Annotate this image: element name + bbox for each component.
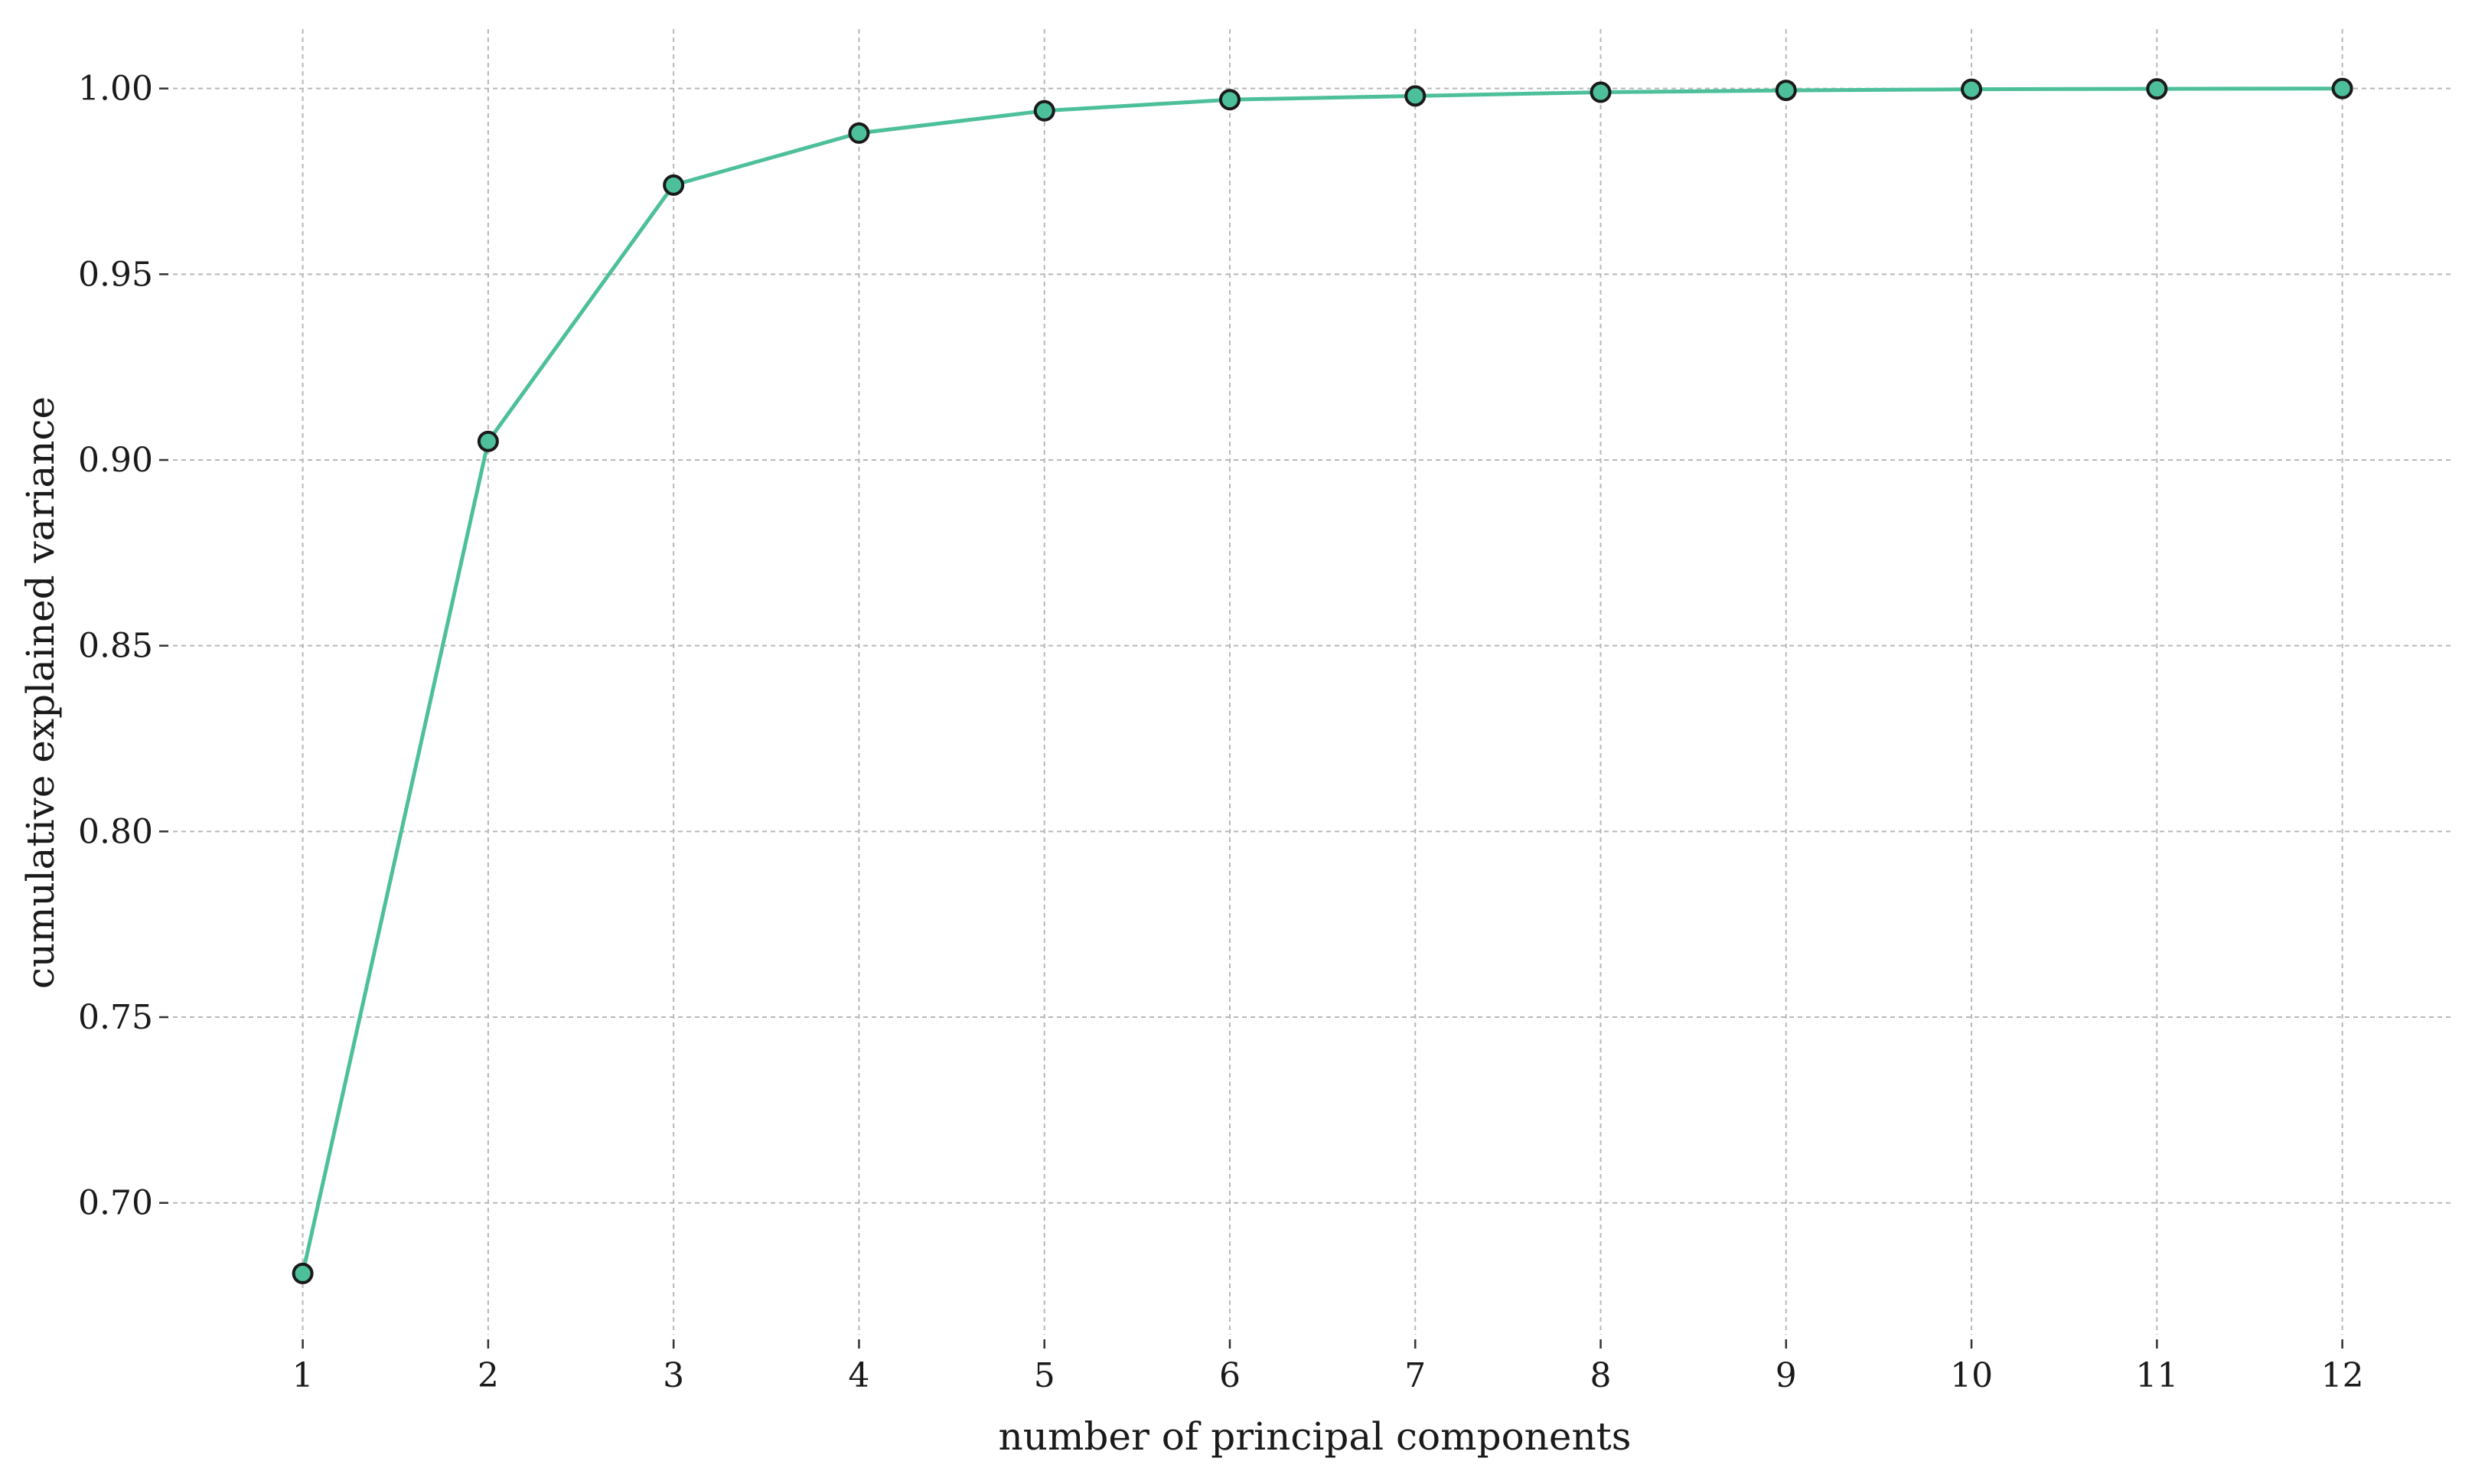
x-tick-label: 3 xyxy=(663,1356,684,1395)
y-axis-title: cumulative explained variance xyxy=(18,396,63,989)
series-line-layer xyxy=(301,86,2343,1274)
data-point xyxy=(2146,78,2168,100)
x-tick-label: 7 xyxy=(1404,1356,1426,1395)
y-tick-label: 0.95 xyxy=(78,255,153,294)
x-tick-label: 9 xyxy=(1776,1356,1797,1395)
x-tick-label: 8 xyxy=(1590,1356,1612,1395)
axis-ticks: 1 2 3 4 5 6 7 8 9 10 11 120.700.750.800.850.900.951… xyxy=(78,70,2364,1395)
data-point xyxy=(1590,81,1612,103)
data-point xyxy=(848,122,870,144)
x-tick-label: 10 xyxy=(1950,1356,1993,1395)
x-axis-title: number of principal components xyxy=(999,1414,1632,1459)
y-tick-label: 0.90 xyxy=(78,441,153,480)
grid-lines xyxy=(173,29,2454,1335)
data-points xyxy=(292,77,2353,1284)
series-line xyxy=(301,86,2343,1274)
data-point xyxy=(1961,78,1983,100)
y-tick-label: 1.00 xyxy=(78,70,153,109)
x-tick-label: 2 xyxy=(478,1356,499,1395)
data-point xyxy=(2331,77,2353,99)
data-point xyxy=(1033,99,1055,122)
data-point xyxy=(1775,80,1797,102)
data-point xyxy=(292,1262,314,1284)
data-point xyxy=(663,174,685,196)
y-tick-label: 0.80 xyxy=(78,812,153,851)
y-tick-label: 0.75 xyxy=(78,998,153,1037)
x-tick-label: 6 xyxy=(1219,1356,1241,1395)
x-tick-label: 4 xyxy=(848,1356,869,1395)
data-point xyxy=(1218,89,1241,111)
y-tick-label: 0.70 xyxy=(78,1184,153,1223)
x-tick-label: 1 xyxy=(292,1356,314,1395)
x-tick-label: 11 xyxy=(2135,1356,2178,1395)
x-tick-label: 5 xyxy=(1034,1356,1055,1395)
y-tick-label: 0.85 xyxy=(78,627,153,666)
data-point xyxy=(477,430,499,452)
data-point xyxy=(1404,85,1427,107)
x-tick-label: 12 xyxy=(2321,1356,2364,1395)
